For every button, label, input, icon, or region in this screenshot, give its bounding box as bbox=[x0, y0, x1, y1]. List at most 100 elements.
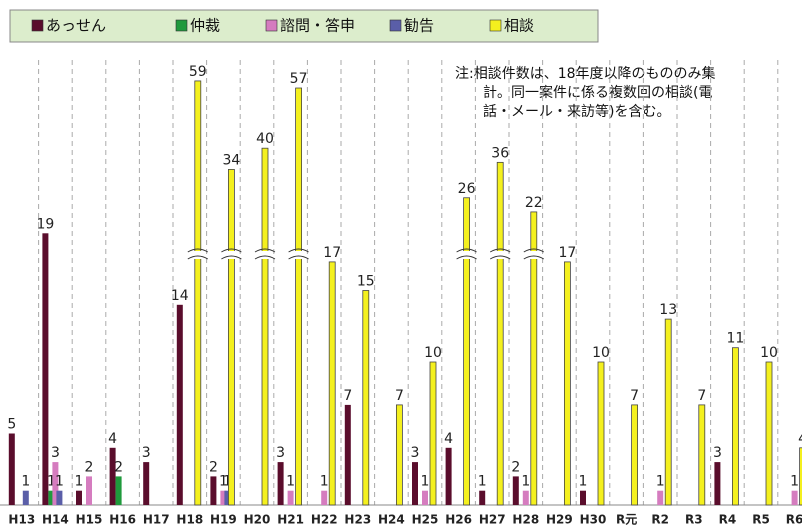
bar bbox=[220, 490, 227, 505]
bar bbox=[799, 447, 802, 506]
bar bbox=[580, 490, 586, 505]
bar bbox=[210, 476, 217, 505]
legend-swatch bbox=[31, 19, 44, 32]
data-label: 3 bbox=[276, 445, 285, 461]
data-label: 59 bbox=[189, 64, 207, 80]
data-label: 2 bbox=[85, 459, 94, 475]
legend-label: 相談 bbox=[504, 17, 534, 35]
x-tick-label: H22 bbox=[311, 513, 338, 527]
bar bbox=[22, 490, 29, 505]
data-label: 4 bbox=[798, 431, 802, 447]
legend-swatch bbox=[265, 19, 278, 32]
bar bbox=[422, 490, 428, 505]
axis-break-mark bbox=[523, 248, 545, 253]
x-tick-label: R5 bbox=[752, 513, 770, 527]
data-label: 1 bbox=[478, 474, 487, 490]
legend-swatch bbox=[489, 19, 502, 32]
axis-break-mark bbox=[456, 248, 477, 253]
bar bbox=[115, 476, 122, 505]
x-tick-label: H24 bbox=[378, 513, 405, 527]
bar bbox=[631, 404, 638, 506]
data-label: 1 bbox=[579, 474, 588, 490]
data-label: 1 bbox=[75, 474, 84, 490]
bar bbox=[56, 490, 63, 505]
data-label: 7 bbox=[630, 388, 639, 404]
note-line: 話・メール・来訪等)を含む。 bbox=[483, 103, 670, 120]
bar bbox=[295, 87, 303, 506]
axis-break-mark bbox=[288, 255, 309, 260]
bar bbox=[321, 490, 328, 505]
bar bbox=[765, 361, 773, 506]
data-label: 1 bbox=[320, 474, 329, 490]
x-tick-label: R3 bbox=[685, 513, 703, 527]
bar bbox=[530, 211, 538, 506]
bar bbox=[732, 347, 739, 506]
bar bbox=[143, 462, 150, 505]
x-tick-label: R6 bbox=[786, 513, 802, 527]
axis-break-mark bbox=[221, 255, 242, 260]
data-label: 36 bbox=[491, 145, 509, 161]
x-tick-label: R2 bbox=[651, 513, 669, 527]
x-tick-label: H19 bbox=[210, 513, 237, 527]
bar bbox=[597, 361, 605, 506]
axis-break bbox=[527, 251, 540, 259]
data-label: 1 bbox=[219, 474, 228, 490]
data-label: 10 bbox=[592, 345, 610, 361]
axis-break-mark bbox=[489, 248, 511, 253]
bar bbox=[194, 80, 202, 506]
x-tick-label: H26 bbox=[445, 513, 472, 527]
bar bbox=[657, 490, 664, 505]
data-label: 3 bbox=[51, 445, 60, 461]
x-tick-label: H21 bbox=[277, 513, 304, 527]
bar bbox=[445, 447, 452, 505]
data-label: 1 bbox=[286, 474, 295, 490]
bar bbox=[227, 169, 235, 506]
data-label: 10 bbox=[760, 345, 778, 361]
bar bbox=[344, 404, 351, 505]
bar bbox=[791, 490, 798, 505]
legend-label: 仲裁 bbox=[190, 17, 220, 35]
legend-label: 勧告 bbox=[404, 17, 434, 35]
data-label: 7 bbox=[697, 388, 706, 404]
bar bbox=[362, 290, 370, 506]
data-label: 15 bbox=[357, 274, 375, 290]
x-tick-label: H15 bbox=[76, 513, 103, 527]
axis-break-mark bbox=[187, 255, 209, 260]
x-tick-label: H20 bbox=[244, 513, 271, 527]
bar bbox=[48, 490, 55, 505]
bar bbox=[698, 404, 706, 506]
x-tick-label: H18 bbox=[176, 513, 203, 527]
data-label: 40 bbox=[256, 131, 274, 147]
data-label: 1 bbox=[223, 474, 232, 490]
data-label: 2 bbox=[209, 459, 218, 475]
axis-break bbox=[494, 251, 507, 259]
x-tick-label: H25 bbox=[412, 513, 439, 527]
x-tick-label: H28 bbox=[512, 513, 539, 527]
bar bbox=[8, 433, 15, 505]
bar bbox=[564, 261, 571, 506]
axis-break bbox=[191, 251, 204, 259]
legend-swatch bbox=[389, 19, 402, 32]
legend-label: あっせん bbox=[46, 17, 106, 35]
bar bbox=[224, 490, 231, 505]
bar bbox=[176, 304, 183, 505]
bar bbox=[328, 261, 336, 506]
x-tick-label: H17 bbox=[143, 513, 170, 527]
x-tick-label: H16 bbox=[109, 513, 136, 527]
axis-break-mark bbox=[254, 248, 276, 253]
bar bbox=[412, 462, 418, 505]
axis-break bbox=[225, 251, 238, 259]
data-label: 34 bbox=[222, 152, 240, 168]
axis-break-mark bbox=[187, 248, 209, 253]
data-label: 2 bbox=[511, 459, 520, 475]
data-label: 3 bbox=[142, 445, 151, 461]
data-label: 19 bbox=[36, 216, 54, 232]
bar bbox=[86, 476, 92, 505]
data-label: 11 bbox=[726, 331, 744, 347]
data-label: 10 bbox=[424, 345, 442, 361]
bar bbox=[522, 490, 529, 505]
data-label: 1 bbox=[55, 474, 64, 490]
data-label: 1 bbox=[656, 474, 665, 490]
data-label: 26 bbox=[458, 181, 476, 197]
